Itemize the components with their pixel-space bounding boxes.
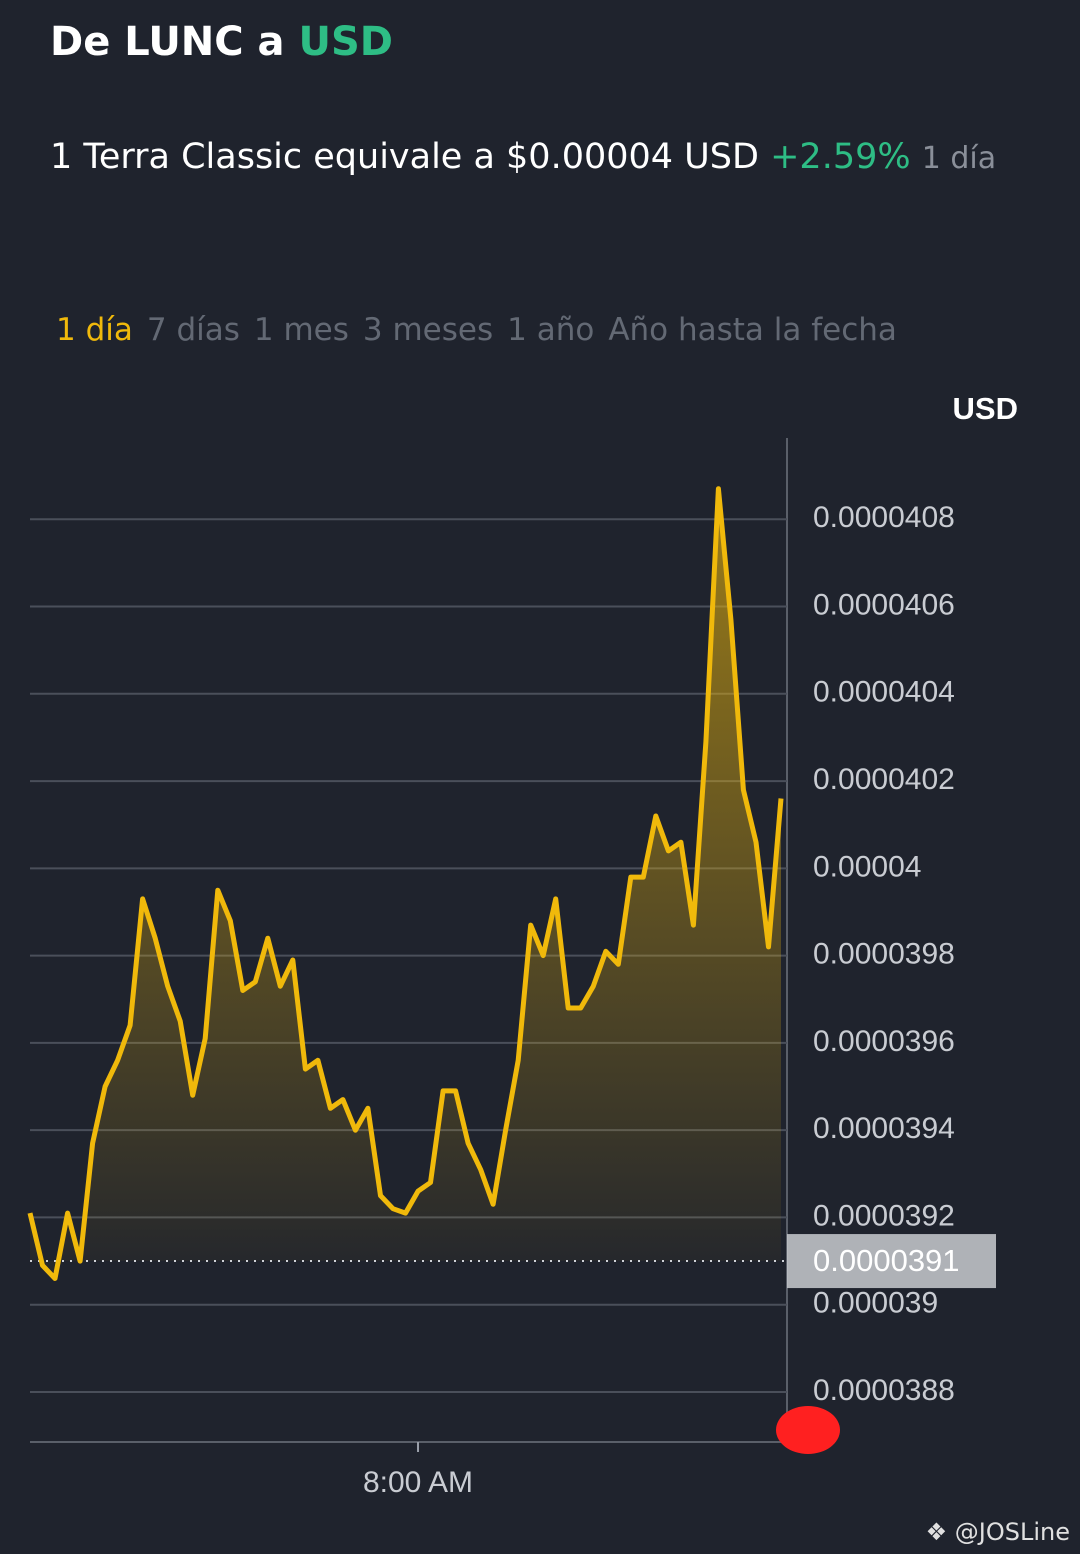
tab[interactable]: 1 día [56,312,133,348]
y-tick-label: 0.0000402 [813,763,955,796]
y-tick-label: 0.0000388 [813,1374,955,1407]
tab[interactable]: 1 mes [253,312,349,348]
header: De LUNC a USD 1 Terra Classic equivale a… [50,14,1050,202]
last-price-label: 0.0000391 [813,1243,960,1278]
title-currency: USD [298,19,394,65]
watermark-text: @JOSLine [954,1518,1070,1546]
y-tick-label: 0.0000404 [813,676,955,709]
y-tick-label: 0.0000398 [813,938,955,971]
y-tick-label: 0.0000408 [813,501,955,534]
y-tick-label: 0.000039 [813,1287,938,1320]
tab[interactable]: 7 días [146,312,240,348]
period: 1 día [921,141,997,176]
rate: 1 Terra Classic equivale a $0.00004 USD … [50,114,1010,202]
area [30,488,781,1279]
y-tick-label: 0.00004 [813,850,921,883]
tab[interactable]: 3 meses [362,312,494,348]
title: De LUNC a USD [50,14,1050,70]
title-prefix: De LUNC a [50,19,285,65]
y-tick-label: 0.0000396 [813,1025,955,1058]
tab[interactable]: 1 año [507,312,595,348]
plot: 0.0000388 0.000039 0.0000392 0.0000394 0.000… [27,486,996,1499]
price-line [27,486,784,1281]
x-tick-label: 8:00 AM [363,1466,473,1499]
last-price-box [787,1234,996,1289]
watermark: ❖ @JOSLine [925,1518,1070,1546]
y-axis-label: USD [953,391,1018,426]
change: +2.59% [770,137,911,177]
rate-text: 1 Terra Classic equivale a $0.00004 USD [50,137,759,177]
y-tick-label: 0.0000392 [813,1199,955,1232]
y-tick-label: 0.0000394 [813,1112,955,1145]
tab[interactable]: Año hasta la fecha [608,312,897,348]
touch-marker [776,1406,840,1454]
y-tick-label: 0.0000406 [813,588,955,621]
tabs: 1 día 7 días 1 mes 3 meses 1 año Año hasta la… [56,312,911,348]
